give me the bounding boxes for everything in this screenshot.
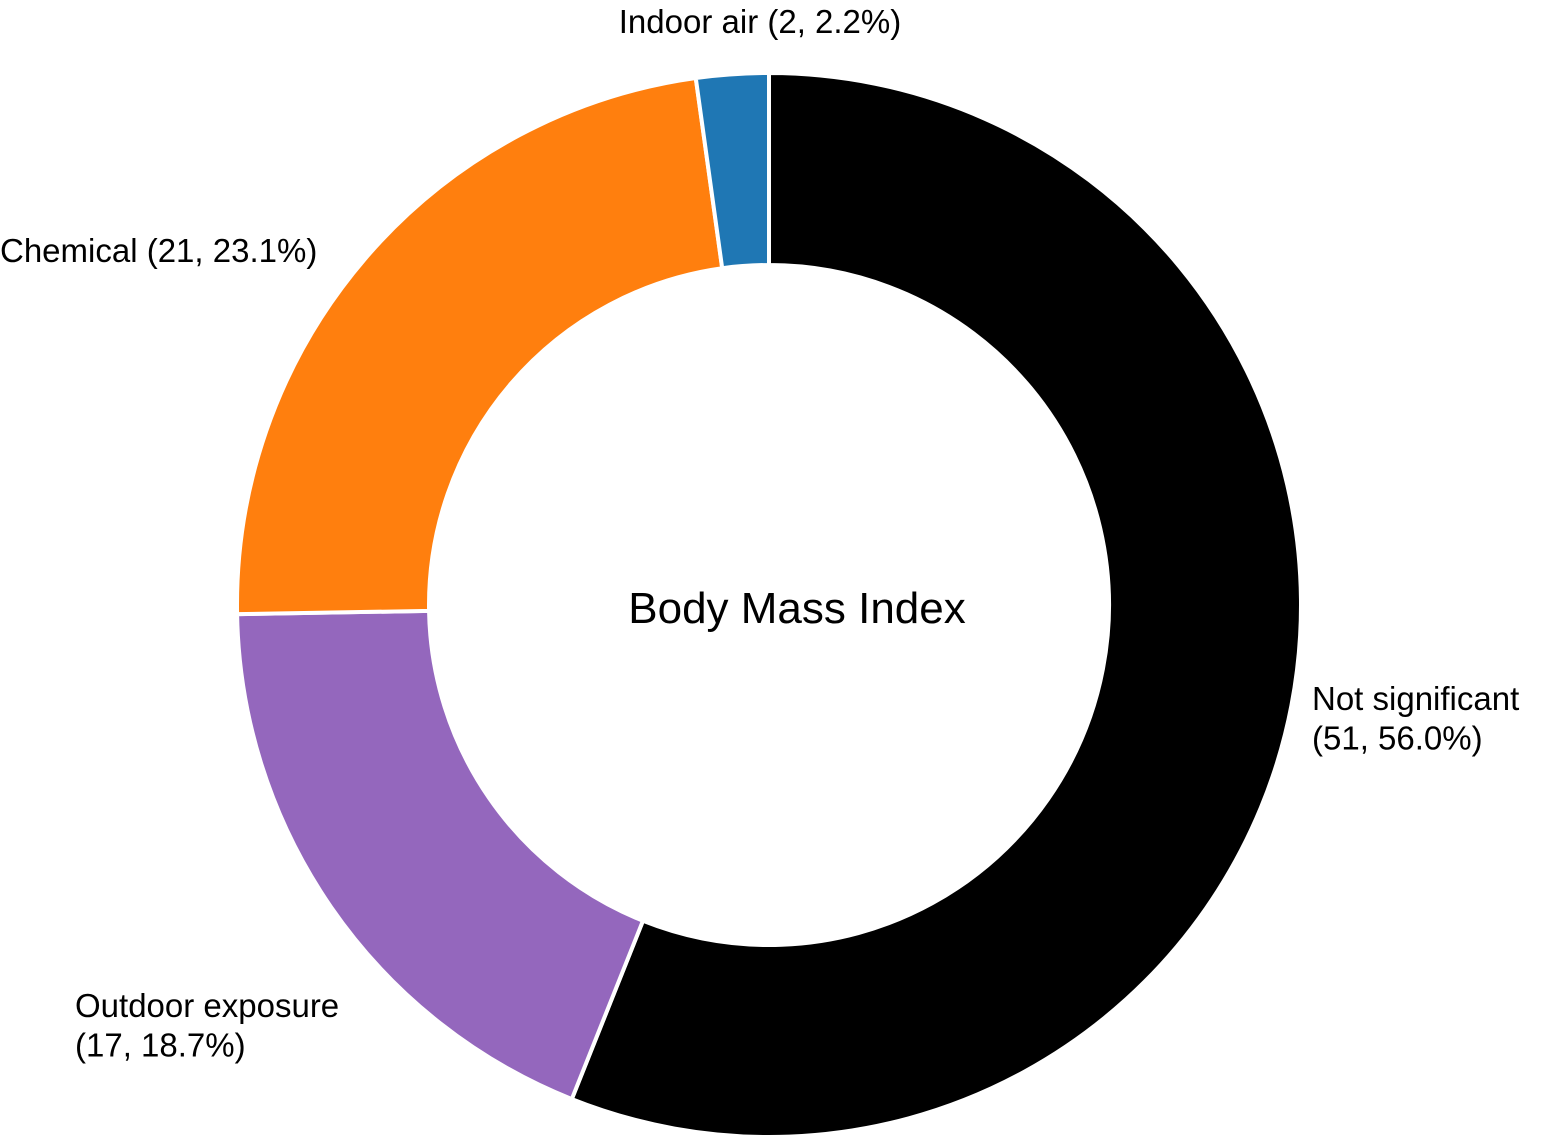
slice-not-significant <box>569 70 1303 1139</box>
label-line: (17, 18.7%) <box>75 1027 246 1064</box>
label-indoor-air: Indoor air (2, 2.2%) <box>619 3 901 40</box>
label-line: Not significant <box>1312 680 1519 717</box>
label-line: Indoor air (2, 2.2%) <box>619 3 901 40</box>
label-line: (51, 56.0%) <box>1312 720 1483 757</box>
label-line: Outdoor exposure <box>75 987 339 1024</box>
slice-labels: Not significant (51, 56.0%) Outdoor exposu… <box>0 3 1519 1064</box>
slice-chemical <box>235 75 725 617</box>
slice-indoor-air <box>693 70 771 271</box>
donut-slices <box>235 70 1303 1139</box>
label-line: Chemical (21, 23.1%) <box>0 232 317 269</box>
label-outdoor-exposure: Outdoor exposure (17, 18.7%) <box>75 987 339 1064</box>
center-title: Body Mass Index <box>628 584 966 633</box>
label-chemical: Chemical (21, 23.1%) <box>0 232 317 269</box>
slice-outdoor-exposure <box>235 608 646 1102</box>
label-not-significant: Not significant (51, 56.0%) <box>1312 680 1519 757</box>
